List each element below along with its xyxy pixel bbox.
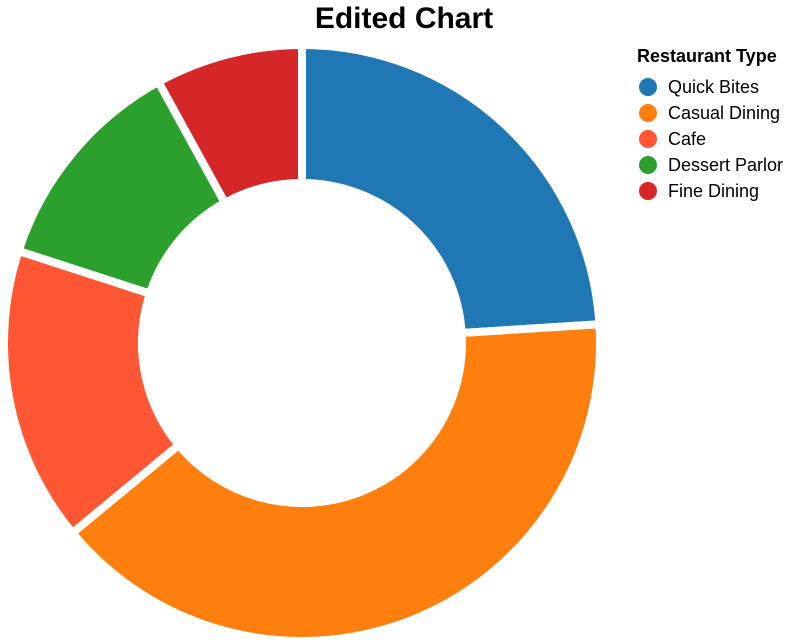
- legend-swatch: [639, 78, 657, 96]
- legend-swatch: [639, 156, 657, 174]
- legend-title: Restaurant Type: [637, 46, 777, 66]
- chart-title: Edited Chart: [315, 2, 493, 35]
- legend: Restaurant Type Quick Bites Casual Dining…: [637, 46, 783, 201]
- legend-swatch: [639, 130, 657, 148]
- slice-quick-bites[interactable]: [298, 41, 604, 337]
- legend-label: Cafe: [668, 129, 706, 149]
- legend-label: Dessert Parlor: [668, 155, 783, 175]
- slice-fine-dining[interactable]: [154, 41, 306, 207]
- legend-swatch: [639, 104, 657, 122]
- legend-item[interactable]: Quick Bites: [639, 77, 759, 97]
- slice-casual-dining[interactable]: [68, 320, 604, 644]
- legend-item[interactable]: Casual Dining: [639, 103, 780, 123]
- legend-item[interactable]: Fine Dining: [639, 181, 759, 201]
- legend-items: Quick Bites Casual Dining Cafe Dessert Parl…: [639, 77, 783, 201]
- legend-swatch: [639, 182, 657, 200]
- slice-cafe[interactable]: [0, 246, 183, 537]
- legend-label: Fine Dining: [668, 181, 759, 201]
- legend-label: Quick Bites: [668, 77, 759, 97]
- legend-label: Casual Dining: [668, 103, 780, 123]
- donut-slices: [0, 41, 604, 644]
- legend-item[interactable]: Dessert Parlor: [639, 155, 783, 175]
- legend-item[interactable]: Cafe: [639, 129, 706, 149]
